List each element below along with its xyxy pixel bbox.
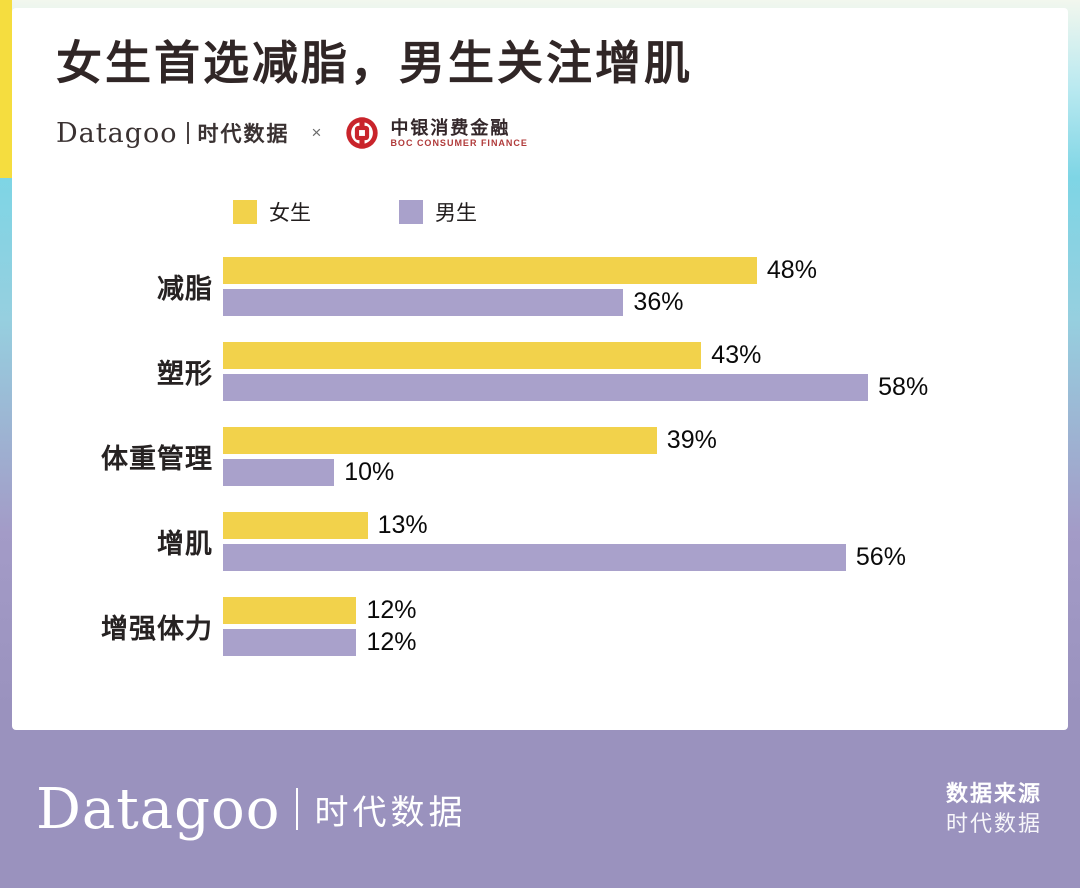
bar-row-male: 58% [223,373,1044,402]
chart-group: 减脂 48% 36% [56,256,1044,317]
chart-legend: 女生 男生 [233,197,1044,227]
boc-name: 中银消费金融 [390,117,511,138]
bar-pair: 48% 36% [223,256,1044,317]
bar-value: 10% [344,458,395,487]
datagoo-logo: Datagoo 时代数据 [56,118,290,149]
datagoo-wordmark: Datagoo [56,117,178,149]
legend-label-male: 男生 [435,202,477,226]
legend-swatch-female [233,200,257,225]
bar-female [223,427,657,455]
bar-value: 12% [366,596,417,625]
bar-value: 43% [711,341,762,370]
footer: Datagoo 时代数据 数据来源 时代数据 [0,730,1080,888]
bar-value: 56% [855,543,906,572]
chart-title: 女生首选减脂，男生关注增肌 [56,37,693,89]
chart-card: 女生首选减脂，男生关注增肌 Datagoo 时代数据 × 中银消费金融 BOC [12,8,1068,730]
data-source-block: 数据来源 时代数据 [946,779,1042,838]
bar-male [223,459,335,487]
bar-value: 13% [377,511,428,540]
chart-group: 体重管理 39% 10% [56,426,1044,487]
bar-row-female: 39% [223,426,1044,455]
bar-row-female: 12% [223,596,1044,625]
bar-row-female: 13% [223,511,1044,540]
bar-male [223,374,869,402]
bar-value: 48% [766,256,817,285]
footer-brand-divider [296,788,299,830]
bar-value: 39% [666,426,717,455]
category-label: 减脂 [157,274,213,305]
chart-group: 塑形 43% 58% [56,341,1044,402]
bar-female [223,257,757,285]
bar-pair: 43% 58% [223,341,1044,402]
footer-wordmark: Datagoo [36,776,281,842]
data-source-label: 数据来源 [945,781,1042,807]
chart-group: 增强体力 12% 12% [56,596,1044,657]
bar-row-female: 43% [223,341,1044,370]
category-label: 增强体力 [101,614,213,645]
bar-female [223,342,702,370]
bar-male [223,629,357,657]
boc-subtitle: BOC CONSUMER FINANCE [390,138,528,149]
bar-row-male: 10% [223,458,1044,487]
bar-chart: 减脂 48% 36% 塑形 43% 58% 体重管理 39% 10% 增肌 13% 56% 增强体力 12… [56,256,1044,657]
bar-value: 12% [366,628,417,657]
bar-male [223,289,624,317]
bar-row-male: 12% [223,628,1044,657]
category-label: 增肌 [157,529,213,560]
bar-row-male: 36% [223,288,1044,317]
legend-item-male: 男生 [399,197,477,227]
category-label: 体重管理 [101,444,213,475]
bar-female [223,512,368,540]
legend-item-female: 女生 [233,197,311,227]
footer-cn-label: 时代数据 [314,793,467,832]
bar-row-male: 56% [223,543,1044,572]
legend-label-female: 女生 [269,202,311,226]
bar-value: 36% [633,288,684,317]
bar-pair: 12% 12% [223,596,1044,657]
brand-divider [186,122,189,145]
bar-female [223,597,357,625]
bar-male [223,544,846,572]
chart-group: 增肌 13% 56% [56,511,1044,572]
data-source-value: 时代数据 [945,811,1042,836]
bar-pair: 13% 56% [223,511,1044,572]
boc-logo: 中银消费金融 BOC CONSUMER FINANCE [343,114,528,152]
legend-swatch-male [399,200,423,225]
bar-row-female: 48% [223,256,1044,285]
collab-x-mark: × [311,123,322,143]
brand-row: Datagoo 时代数据 × 中银消费金融 BOC CONSUMER FINAN… [56,111,1044,155]
boc-emblem-icon [346,117,379,149]
boc-logo-text: 中银消费金融 BOC CONSUMER FINANCE [390,118,528,149]
datagoo-cn-label: 时代数据 [197,123,290,147]
bar-value: 58% [878,373,929,402]
bar-pair: 39% 10% [223,426,1044,487]
footer-datagoo-logo: Datagoo 时代数据 [36,777,466,842]
category-label: 塑形 [157,359,213,390]
